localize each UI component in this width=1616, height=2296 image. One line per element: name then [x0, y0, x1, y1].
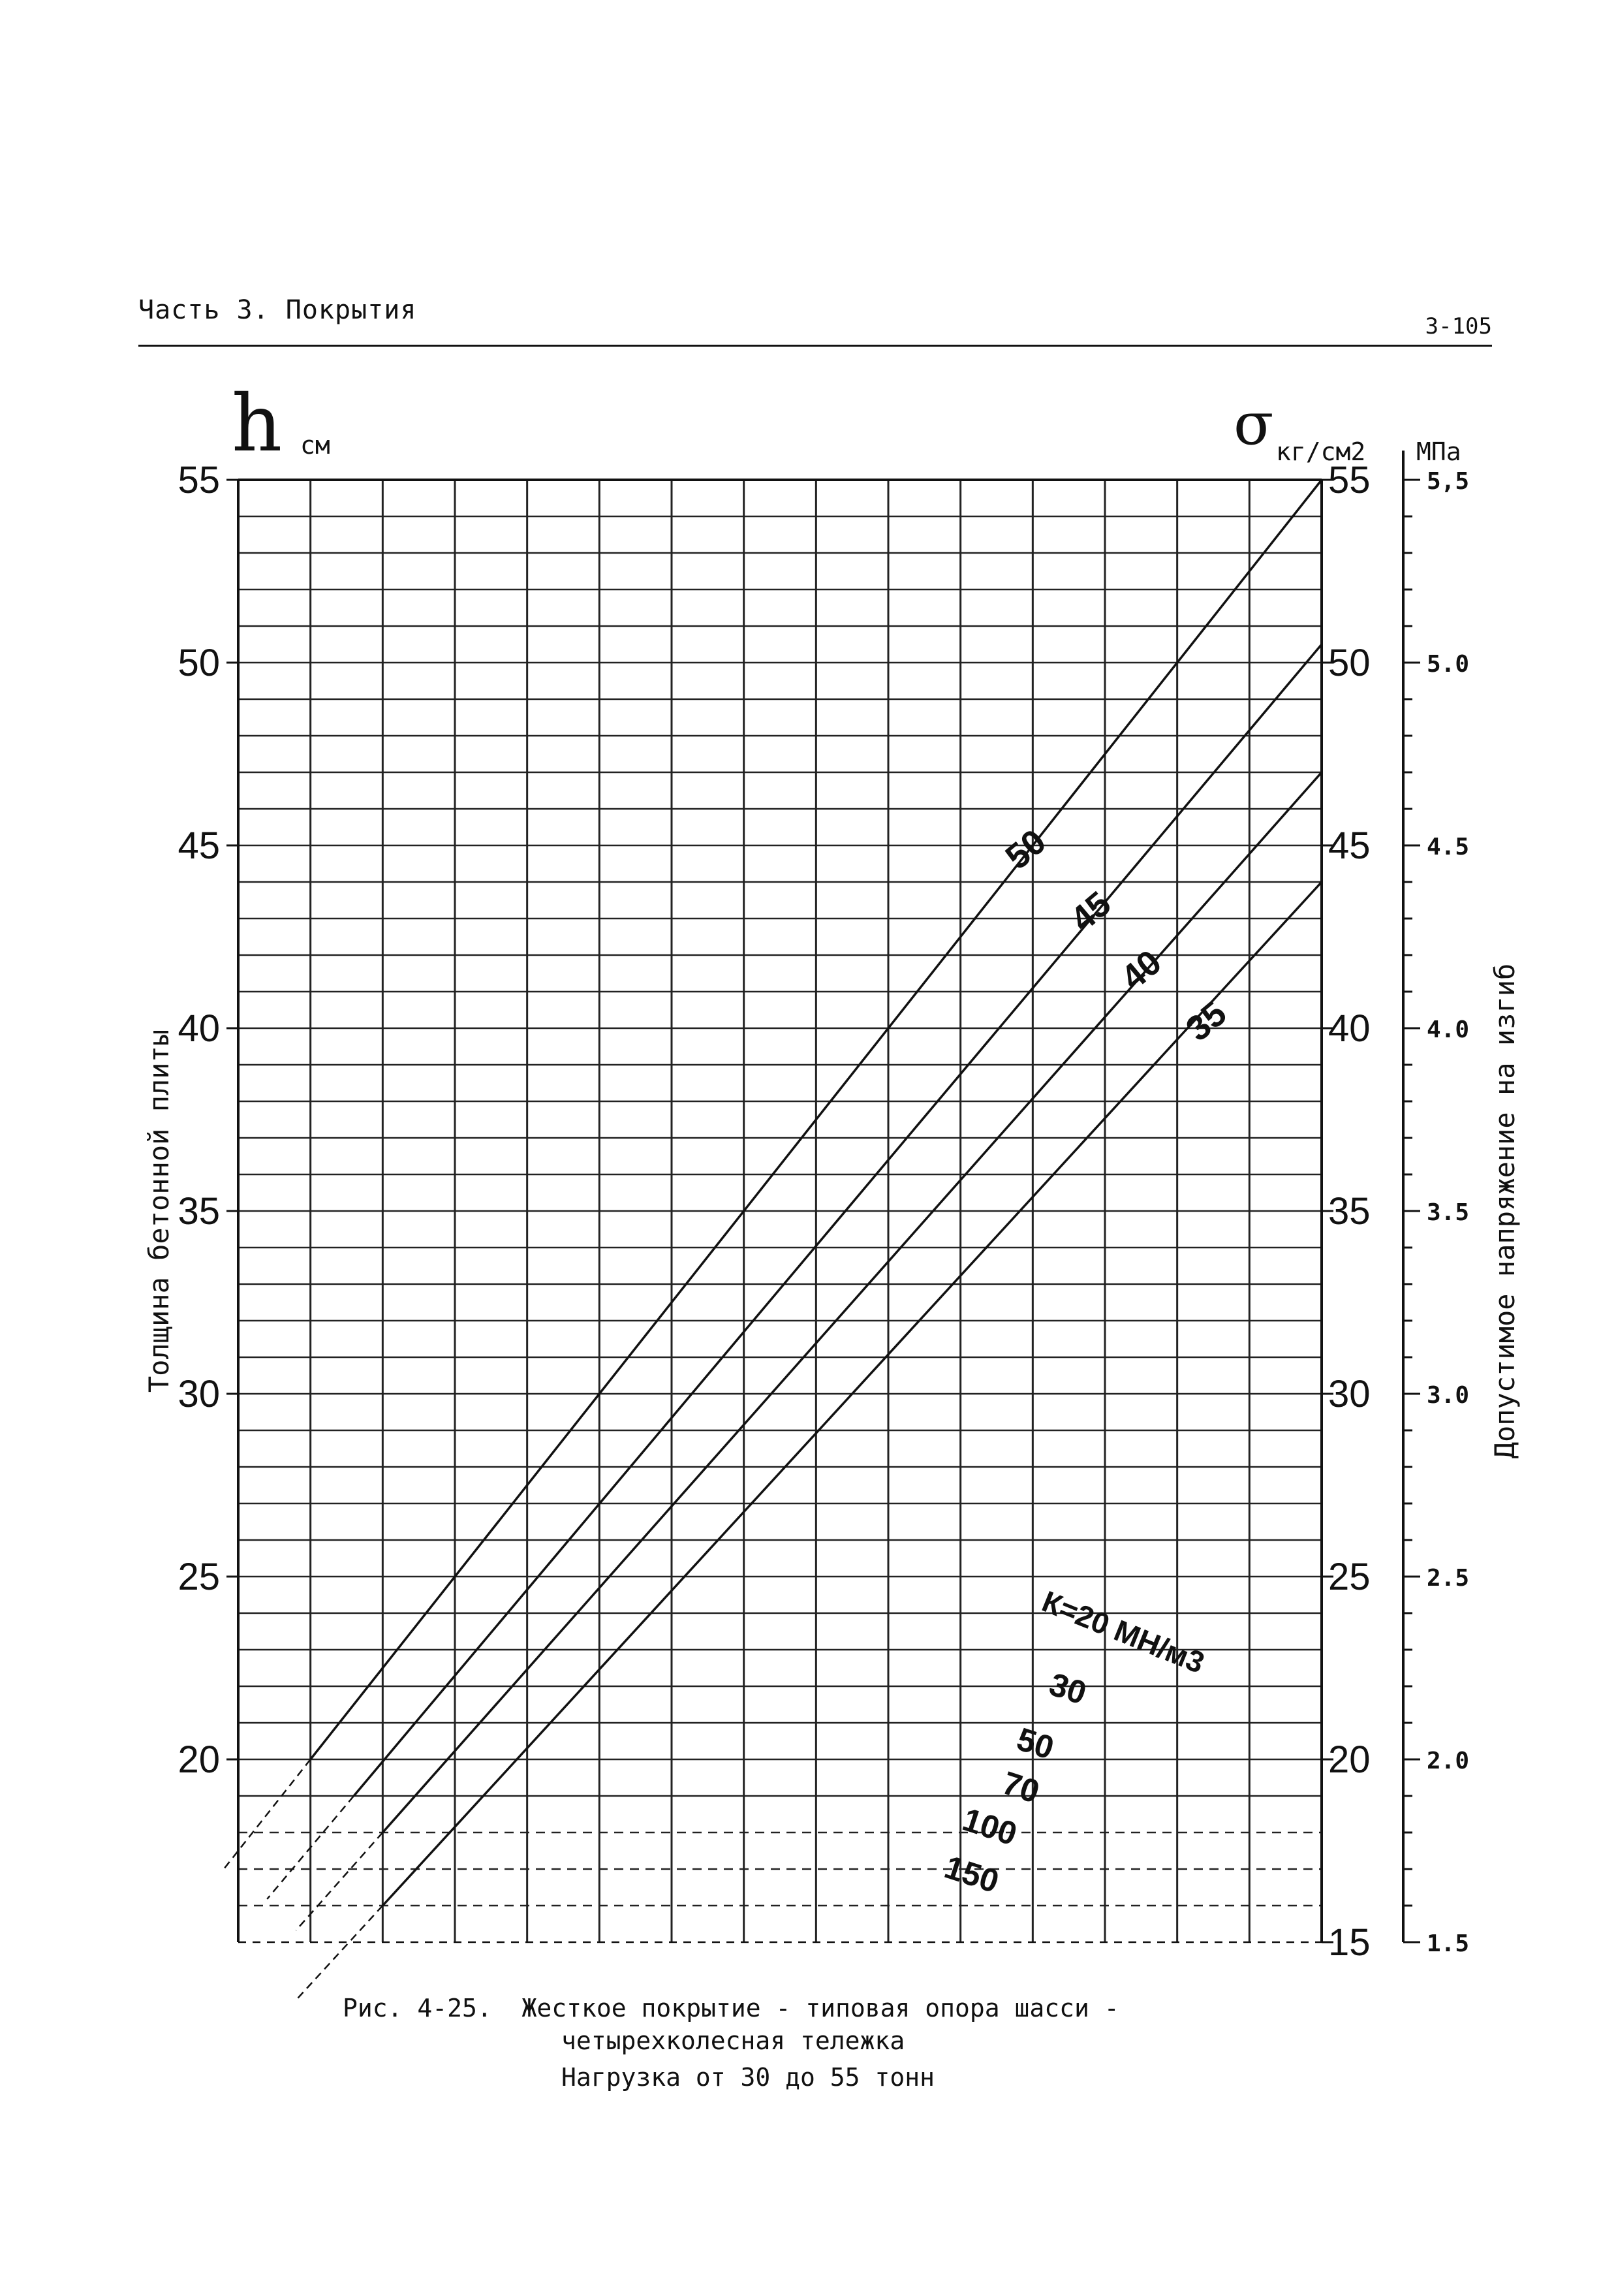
mpa-tick-label: 2.5 — [1427, 1565, 1469, 1592]
k-label: 100 — [958, 1801, 1021, 1853]
right-tick-label: 50 — [1328, 642, 1371, 684]
k-label-title: К=20 МН/м3 — [1038, 1584, 1209, 1680]
series-line — [309, 479, 1323, 1761]
figure-caption-line-2: четырехколесная тележка — [561, 2026, 905, 2055]
figure-caption-line-1: Рис. 4-25. Жесткое покрытие - типовая оп… — [343, 1994, 1119, 2022]
right-tick-label: 15 — [1328, 1921, 1371, 1964]
left-tick-label: 45 — [178, 825, 220, 867]
header-rule — [138, 345, 1492, 347]
k-label: 30 — [1045, 1665, 1091, 1711]
mpa-tick-label: 5.0 — [1427, 651, 1469, 678]
right-tick-label: 35 — [1328, 1190, 1371, 1233]
series-label: 35 — [1179, 994, 1234, 1049]
mpa-tick-label: 5,5 — [1427, 468, 1469, 495]
page-number: 3-105 — [1425, 313, 1492, 339]
left-tick-label: 35 — [178, 1190, 220, 1233]
axes: 55504540353025205550454035302520155,55.0… — [143, 379, 1521, 1964]
series-line — [382, 771, 1323, 1834]
left-axis-unit: см — [300, 431, 330, 460]
mpa-tick-label: 1.5 — [1427, 1930, 1469, 1957]
series-lines — [223, 479, 1323, 2001]
right-axis-symbol: σ — [1234, 390, 1273, 458]
left-tick-label: 50 — [178, 642, 220, 684]
left-tick-label: 55 — [178, 459, 220, 501]
left-axis-title: Толщина бетонной плиты — [143, 1030, 175, 1392]
series-label: 40 — [1113, 943, 1169, 998]
mpa-axis-unit: МПа — [1416, 437, 1461, 466]
left-axis-symbol: h — [232, 379, 282, 469]
right-axis-title: Допустимое напряжение на изгиб — [1489, 964, 1521, 1459]
mpa-tick-label: 2.0 — [1427, 1748, 1469, 1774]
k-label: 150 — [940, 1848, 1004, 1900]
right-tick-label: 30 — [1328, 1373, 1371, 1415]
mpa-tick-label: 4.0 — [1427, 1016, 1469, 1043]
right-tick-label: 40 — [1328, 1007, 1371, 1050]
left-tick-label: 30 — [178, 1373, 220, 1415]
mpa-tick-label: 3.5 — [1427, 1199, 1469, 1226]
series-label: 45 — [1063, 884, 1119, 939]
right-tick-label: 55 — [1328, 459, 1371, 501]
right-tick-label: 45 — [1328, 825, 1371, 867]
series-line — [382, 881, 1323, 1907]
left-tick-label: 25 — [178, 1556, 220, 1598]
section-header: Часть 3. Покрытия — [138, 295, 417, 325]
series-line-extension — [295, 1832, 384, 1931]
mpa-tick-label: 4.5 — [1427, 834, 1469, 860]
k-label: 70 — [998, 1765, 1044, 1810]
right-tick-label: 25 — [1328, 1556, 1371, 1598]
series-line-extension — [266, 1795, 355, 1900]
series-line — [352, 643, 1323, 1797]
left-tick-label: 20 — [178, 1738, 220, 1781]
series-line-extension — [223, 1759, 311, 1870]
series-line-extension — [295, 1905, 384, 2001]
mpa-tick-label: 3.0 — [1427, 1382, 1469, 1409]
figure-caption-line-3: Нагрузка от 30 до 55 тонн — [561, 2063, 935, 2092]
right-axis-unit: кг/см2 — [1276, 437, 1365, 466]
right-tick-label: 20 — [1328, 1738, 1371, 1781]
grid — [238, 480, 1322, 1942]
left-tick-label: 40 — [178, 1007, 220, 1050]
